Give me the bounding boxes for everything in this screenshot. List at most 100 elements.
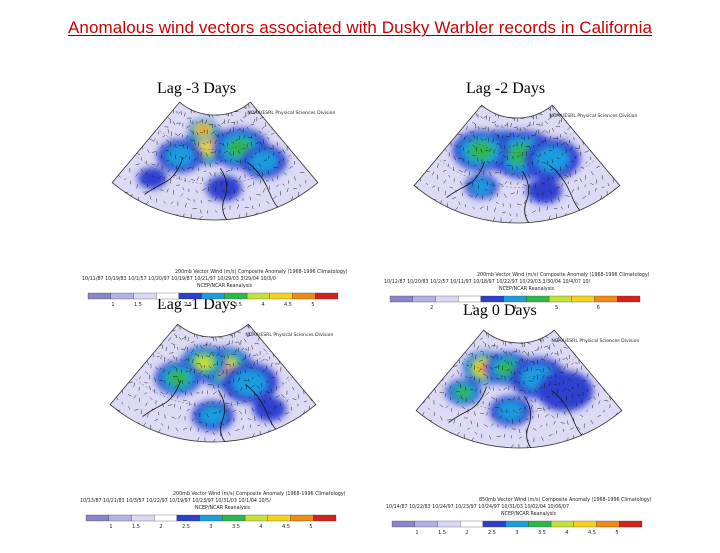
wind-vector	[522, 114, 524, 118]
slide-title: Anomalous wind vectors associated with D…	[0, 18, 720, 38]
colorbar-segment	[572, 296, 595, 302]
colorbar-segment	[133, 293, 156, 299]
wind-anomaly-contour	[232, 370, 267, 396]
wind-anomaly-contour	[455, 385, 473, 398]
colorbar-segment	[200, 515, 223, 521]
colorbar-segment	[551, 521, 574, 527]
colorbar-segment	[526, 296, 549, 302]
wind-anomaly-contour	[253, 397, 286, 422]
colorbar-segment	[224, 293, 247, 299]
colorbar-tick-label: 1.5	[134, 302, 142, 308]
wind-vector	[597, 379, 600, 382]
wind-vector	[189, 329, 191, 332]
wind-vector	[516, 340, 517, 343]
wind-vector	[595, 153, 597, 156]
wind-anomaly-map: NOAA/ESRL Physical Sciences Division200m…	[382, 103, 652, 328]
map-caption-line1: 850mb Vector Wind (m/s) Composite Anomal…	[479, 497, 652, 503]
colorbar-segment	[392, 521, 415, 527]
colorbar-segment	[574, 521, 597, 527]
colorbar-segment	[435, 296, 458, 302]
colorbar-tick-label: 5	[555, 305, 558, 311]
wind-anomaly-contour	[200, 406, 227, 426]
colorbar-tick-label: 4	[259, 524, 262, 530]
colorbar-segment	[313, 515, 336, 521]
colorbar-tick-label: 3	[515, 530, 518, 536]
colorbar-tick-label: 2.5	[488, 530, 496, 536]
wind-anomaly-map: NOAA/ESRL Physical Sciences Division 850m…	[384, 328, 654, 553]
colorbar-segment	[315, 293, 338, 299]
map-caption-line2: 10/11/87 10/19/83 10/1/57 10/20/97 10/19…	[82, 276, 276, 282]
wind-vector	[577, 134, 581, 135]
colorbar-segment	[506, 521, 529, 527]
wind-vector	[277, 207, 278, 210]
wind-vector	[533, 222, 534, 225]
wind-vector	[543, 446, 544, 450]
wind-anomaly-contour	[537, 371, 594, 412]
colorbar-tick-label: 4.5	[284, 302, 292, 308]
colorbar-tick-label: 4.5	[282, 524, 290, 530]
wind-vector	[493, 333, 496, 336]
colorbar-segment	[245, 515, 268, 521]
panel-lag-minus-3: NOAA/ESRL Physical Sciences Division 200m…	[80, 100, 350, 325]
wind-vector	[262, 213, 265, 216]
colorbar-segment	[86, 515, 109, 521]
colorbar-segment	[483, 521, 506, 527]
colorbar-tick-label: 2.5	[182, 524, 190, 530]
wind-vector	[609, 420, 613, 422]
colorbar-tick-label: 2	[161, 302, 164, 308]
wind-anomaly-contour	[526, 178, 562, 204]
map-caption-line3: NCEP/NCAR Reanalysis	[195, 505, 251, 511]
colorbar-tick-label: 4	[261, 302, 264, 308]
wind-vector	[202, 332, 204, 336]
wind-vector	[498, 336, 499, 338]
wind-vector	[186, 104, 189, 107]
wind-vector	[306, 164, 307, 168]
map-header: NOAA/ESRL Physical Sciences Division	[247, 110, 335, 116]
wind-anomaly-contour	[534, 146, 570, 172]
wind-vector	[267, 344, 271, 347]
colorbar-segment	[458, 296, 481, 302]
colorbar-segment	[390, 296, 413, 302]
colorbar-segment	[460, 521, 483, 527]
wind-vector	[509, 115, 511, 118]
colorbar-tick-label: 5	[311, 302, 314, 308]
map-caption-line3: NCEP/NCAR Reanalysis	[501, 511, 557, 517]
colorbar-tick-label: 5	[309, 524, 312, 530]
colorbar-tick-label: 3	[472, 305, 475, 311]
colorbar-segment	[595, 296, 618, 302]
colorbar-tick-label: 3	[211, 302, 214, 308]
wind-anomaly-map: NOAA/ESRL Physical Sciences Division 200m…	[80, 100, 350, 325]
map-caption-line2: 10/14/87 10/22/83 10/24/97 10/23/97 10/2…	[386, 504, 569, 510]
colorbar-tick-label: 2	[430, 305, 433, 311]
wind-vector	[616, 401, 620, 403]
map-caption-line1: 200mb Vector Wind (m/s) Composite Anomal…	[173, 491, 346, 497]
wind-vector	[290, 423, 291, 427]
wind-vector	[218, 111, 220, 115]
wind-vector	[491, 108, 494, 111]
wind-vector	[184, 325, 187, 329]
wind-vector	[511, 340, 513, 343]
wind-vector	[596, 429, 597, 433]
map-caption-line3: NCEP/NCAR Reanalysis	[197, 283, 253, 289]
wind-anomaly-contour	[471, 178, 493, 194]
colorbar-tick-label: 4	[565, 530, 568, 536]
map-caption-line1: 200mb Vector Wind (m/s) Composite Anomal…	[175, 269, 348, 275]
panel-lag-minus-1: NOAA/ESRL Physical Sciences Division 200m…	[78, 322, 348, 547]
wind-anomaly-map: NOAA/ESRL Physical Sciences Division 200m…	[78, 322, 348, 547]
colorbar-segment	[131, 515, 154, 521]
wind-vector	[182, 100, 183, 103]
wind-vector	[237, 440, 238, 444]
map-header: NOAA/ESRL Physical Sciences Division	[551, 338, 639, 344]
wind-vector	[275, 128, 276, 132]
wind-vector	[486, 105, 488, 109]
colorbar-segment	[413, 296, 436, 302]
colorbar-tick-label: 1	[415, 530, 418, 536]
colorbar-tick-label: 2	[465, 530, 468, 536]
map-header: NOAA/ESRL Physical Sciences Division	[245, 332, 333, 338]
colorbar-segment	[481, 296, 504, 302]
colorbar-segment	[268, 515, 291, 521]
wind-vector	[269, 120, 271, 124]
map-caption-line3: NCEP/NCAR Reanalysis	[499, 286, 555, 292]
wind-vector	[586, 207, 587, 211]
